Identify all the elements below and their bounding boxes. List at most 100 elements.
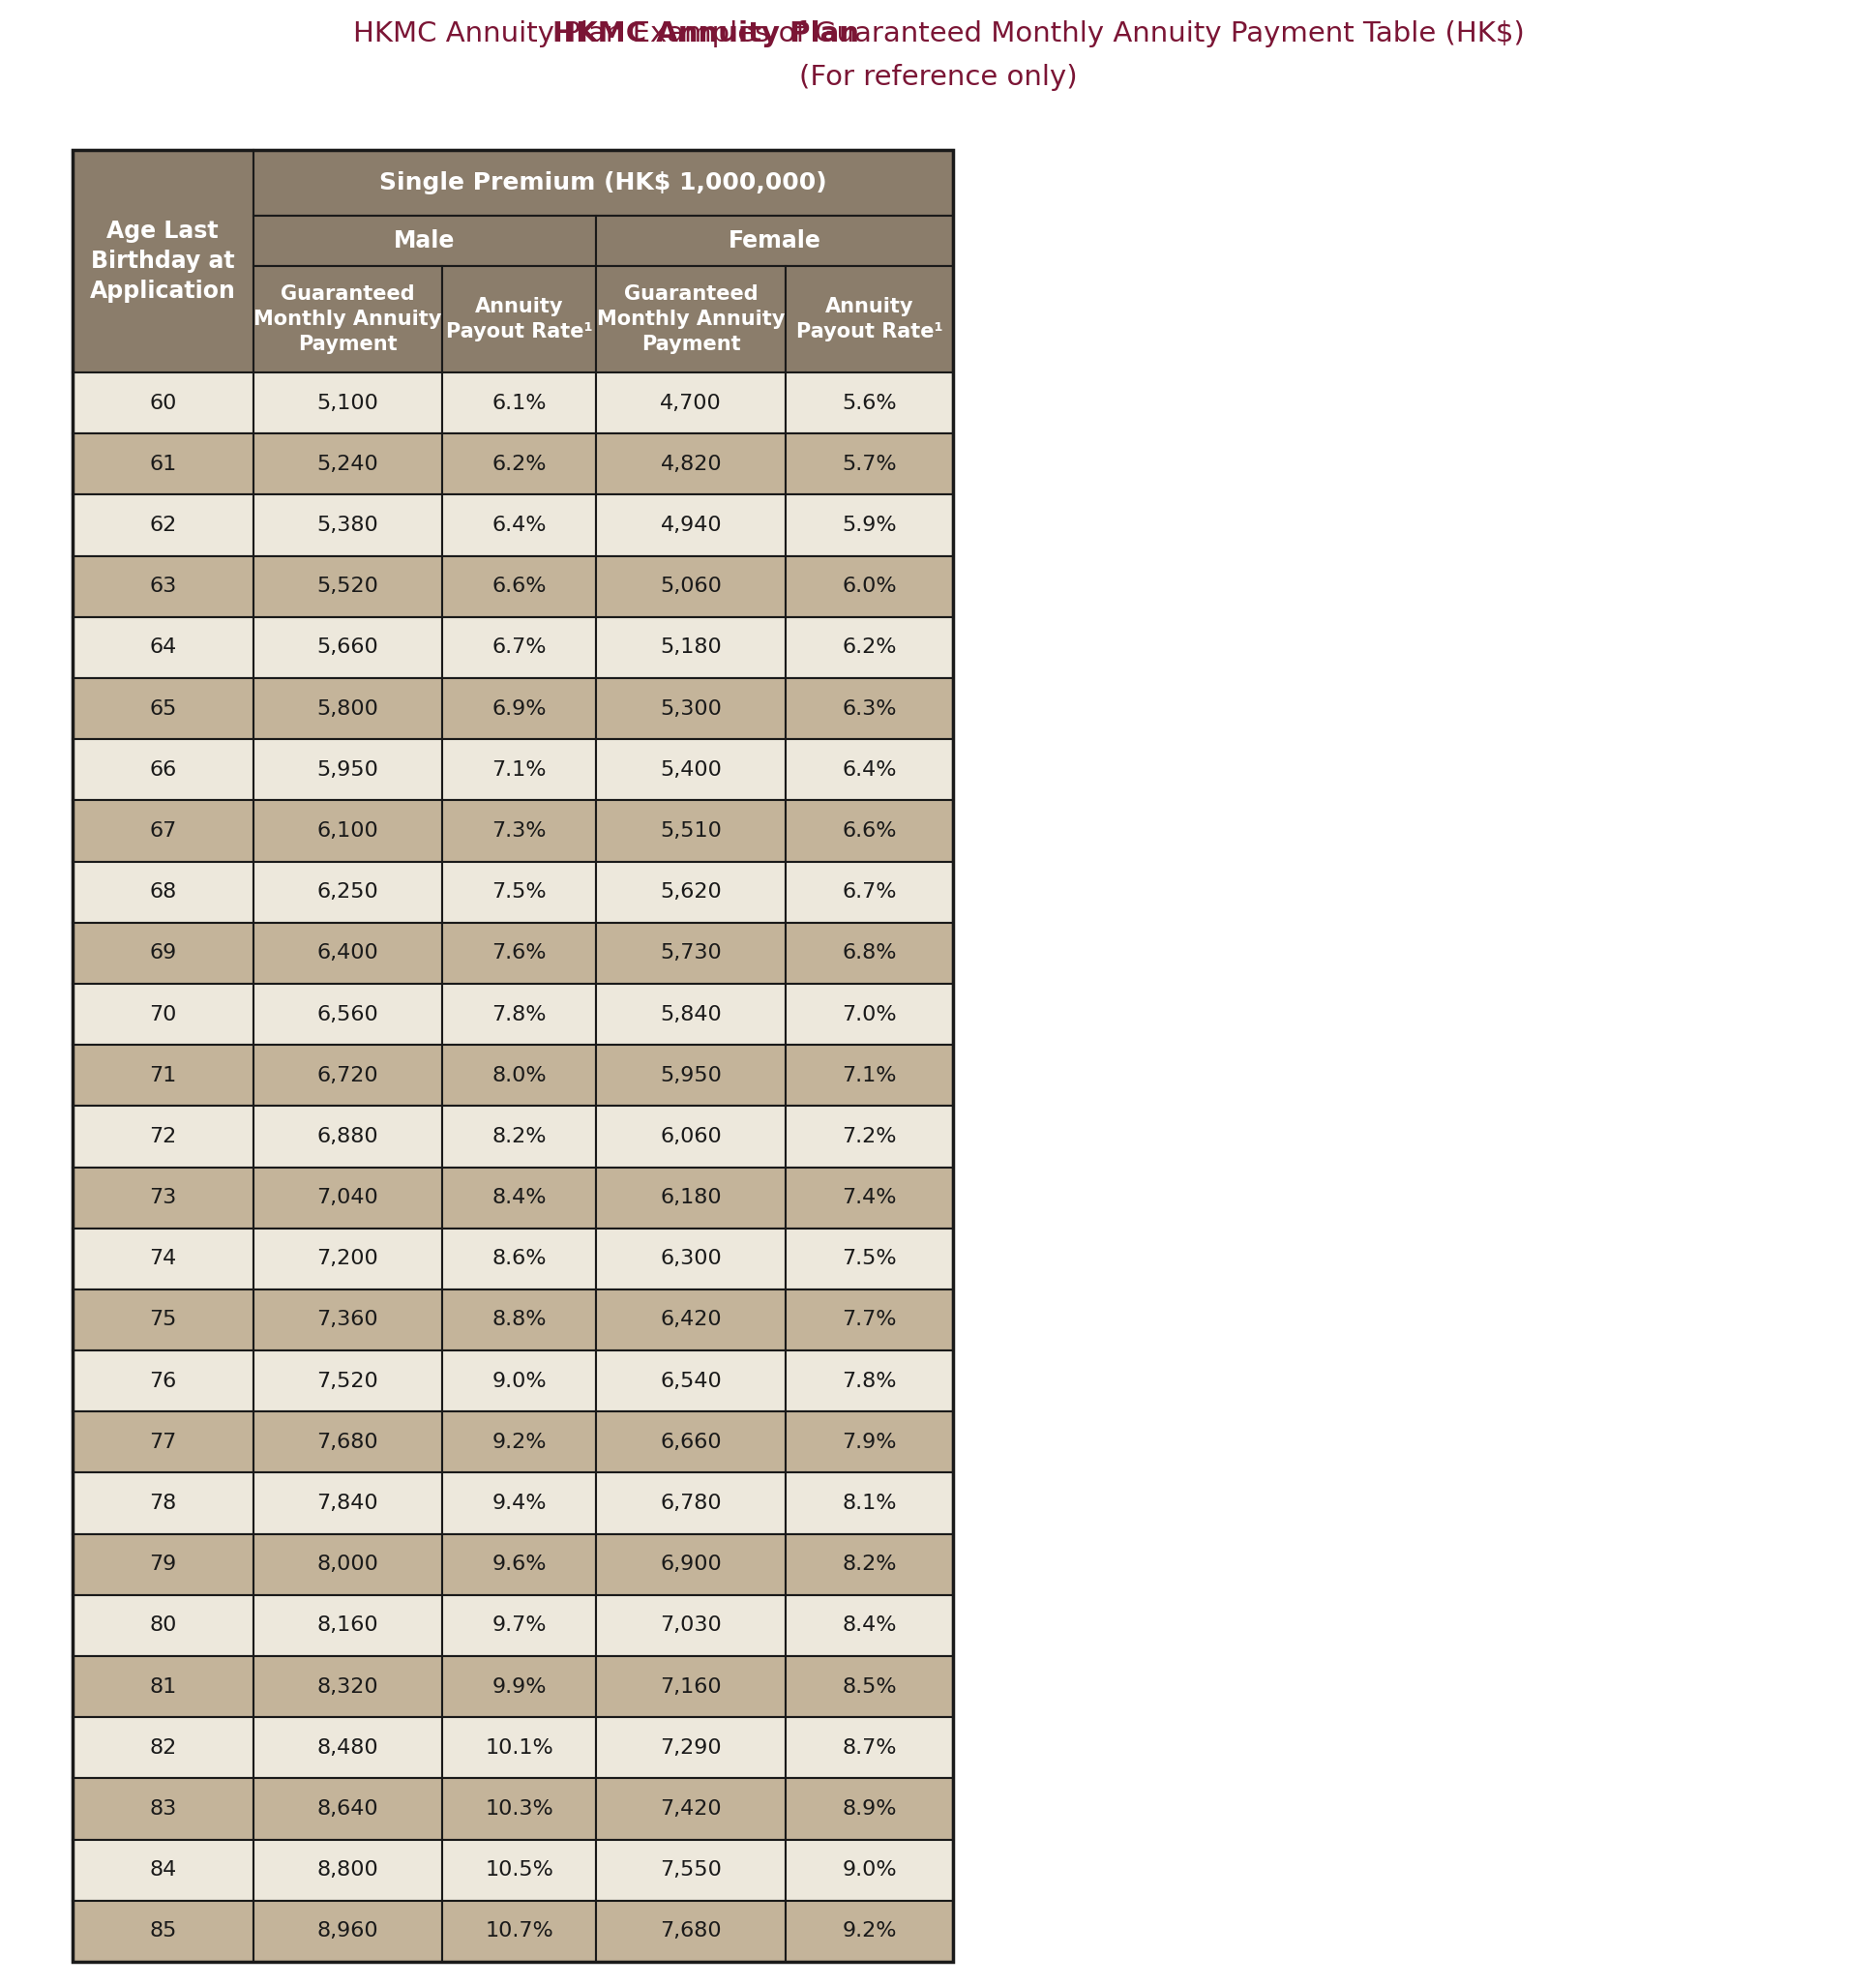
Bar (786, 373, 953, 433)
Text: 5,060: 5,060 (660, 578, 722, 595)
Bar (597, 800, 786, 861)
Text: 6,560: 6,560 (317, 1004, 379, 1024)
Bar (73, 679, 253, 738)
Text: 5,510: 5,510 (660, 822, 722, 840)
Bar (73, 1106, 253, 1167)
Bar (73, 151, 953, 1961)
Text: 9.6%: 9.6% (492, 1554, 546, 1574)
Text: 5,800: 5,800 (317, 699, 379, 719)
Text: 8.2%: 8.2% (492, 1127, 546, 1145)
Text: 5,620: 5,620 (660, 883, 722, 901)
Bar (786, 1473, 953, 1534)
Bar (253, 1840, 443, 1902)
Text: 10.1%: 10.1% (484, 1739, 553, 1757)
Text: 7,520: 7,520 (317, 1372, 379, 1391)
Bar (443, 800, 597, 861)
Bar (597, 679, 786, 738)
Bar (73, 738, 253, 800)
Text: 6,300: 6,300 (660, 1249, 722, 1268)
Bar (597, 266, 786, 373)
Text: 8,160: 8,160 (317, 1616, 379, 1636)
Bar (253, 1596, 443, 1655)
Text: 70: 70 (148, 1004, 176, 1024)
Text: 5.9%: 5.9% (842, 516, 897, 534)
Bar (73, 1290, 253, 1350)
Text: Guaranteed
Monthly Annuity
Payment: Guaranteed Monthly Annuity Payment (253, 284, 441, 353)
Text: 7.2%: 7.2% (842, 1127, 897, 1145)
Bar (786, 738, 953, 800)
Text: Annuity
Payout Rate¹: Annuity Payout Rate¹ (446, 298, 593, 341)
Text: 4,940: 4,940 (660, 516, 722, 534)
Text: 10.5%: 10.5% (484, 1860, 553, 1880)
Text: 9.0%: 9.0% (492, 1372, 546, 1391)
Bar (443, 679, 597, 738)
Text: 6.2%: 6.2% (492, 455, 546, 474)
Bar (786, 1596, 953, 1655)
Text: 8,000: 8,000 (317, 1554, 379, 1574)
Bar (253, 1167, 443, 1229)
Text: 67: 67 (148, 822, 176, 840)
Text: 80: 80 (148, 1616, 176, 1636)
Text: 7,360: 7,360 (317, 1310, 379, 1330)
Bar (73, 494, 253, 556)
Text: 6.2%: 6.2% (842, 637, 897, 657)
Bar (597, 1229, 786, 1290)
Bar (786, 1902, 953, 1961)
Text: 5,520: 5,520 (317, 578, 379, 595)
Bar (597, 556, 786, 617)
Text: 6.9%: 6.9% (492, 699, 546, 719)
Text: 5,950: 5,950 (317, 760, 379, 780)
Bar (253, 923, 443, 985)
Bar (253, 985, 443, 1044)
Bar (253, 556, 443, 617)
Bar (597, 1779, 786, 1840)
Bar (597, 1044, 786, 1106)
Text: 6.3%: 6.3% (842, 699, 897, 719)
Bar (253, 1717, 443, 1779)
Bar (597, 1534, 786, 1596)
Bar (253, 1779, 443, 1840)
Text: 7.8%: 7.8% (842, 1372, 897, 1391)
Bar (786, 800, 953, 861)
Text: HKMC Annuity Plan: HKMC Annuity Plan (552, 20, 859, 48)
Text: 6,060: 6,060 (660, 1127, 722, 1145)
Text: 6,540: 6,540 (660, 1372, 722, 1391)
Text: 6,660: 6,660 (660, 1433, 722, 1451)
Text: 8,800: 8,800 (317, 1860, 379, 1880)
Bar (786, 617, 953, 679)
Bar (443, 433, 597, 494)
Text: 5,950: 5,950 (660, 1066, 722, 1086)
Bar (73, 556, 253, 617)
Bar (597, 494, 786, 556)
Text: 8,960: 8,960 (317, 1921, 379, 1941)
Text: 7.3%: 7.3% (492, 822, 546, 840)
Text: 65: 65 (148, 699, 176, 719)
Bar (597, 373, 786, 433)
Bar (443, 556, 597, 617)
Bar (786, 1717, 953, 1779)
Bar (597, 1167, 786, 1229)
Text: 5,300: 5,300 (660, 699, 722, 719)
Text: 7,200: 7,200 (317, 1249, 379, 1268)
Bar (597, 1350, 786, 1411)
Text: 8.6%: 8.6% (492, 1249, 546, 1268)
Text: 79: 79 (148, 1554, 176, 1574)
Bar (253, 1473, 443, 1534)
Text: 8.7%: 8.7% (842, 1739, 897, 1757)
Bar (786, 861, 953, 923)
Text: 7,680: 7,680 (660, 1921, 722, 1941)
Text: 9.9%: 9.9% (492, 1677, 546, 1697)
Bar (73, 1411, 253, 1473)
Bar (786, 923, 953, 985)
Text: Annuity
Payout Rate¹: Annuity Payout Rate¹ (795, 298, 942, 341)
Bar (73, 1717, 253, 1779)
Bar (443, 1411, 597, 1473)
Text: 9.7%: 9.7% (492, 1616, 546, 1636)
Bar (443, 1902, 597, 1961)
Text: 9.0%: 9.0% (842, 1860, 897, 1880)
Text: (For reference only): (For reference only) (799, 64, 1077, 91)
Bar (443, 1534, 597, 1596)
Text: Guaranteed
Monthly Annuity
Payment: Guaranteed Monthly Annuity Payment (597, 284, 784, 353)
Bar (73, 1596, 253, 1655)
Text: 8.0%: 8.0% (492, 1066, 546, 1086)
